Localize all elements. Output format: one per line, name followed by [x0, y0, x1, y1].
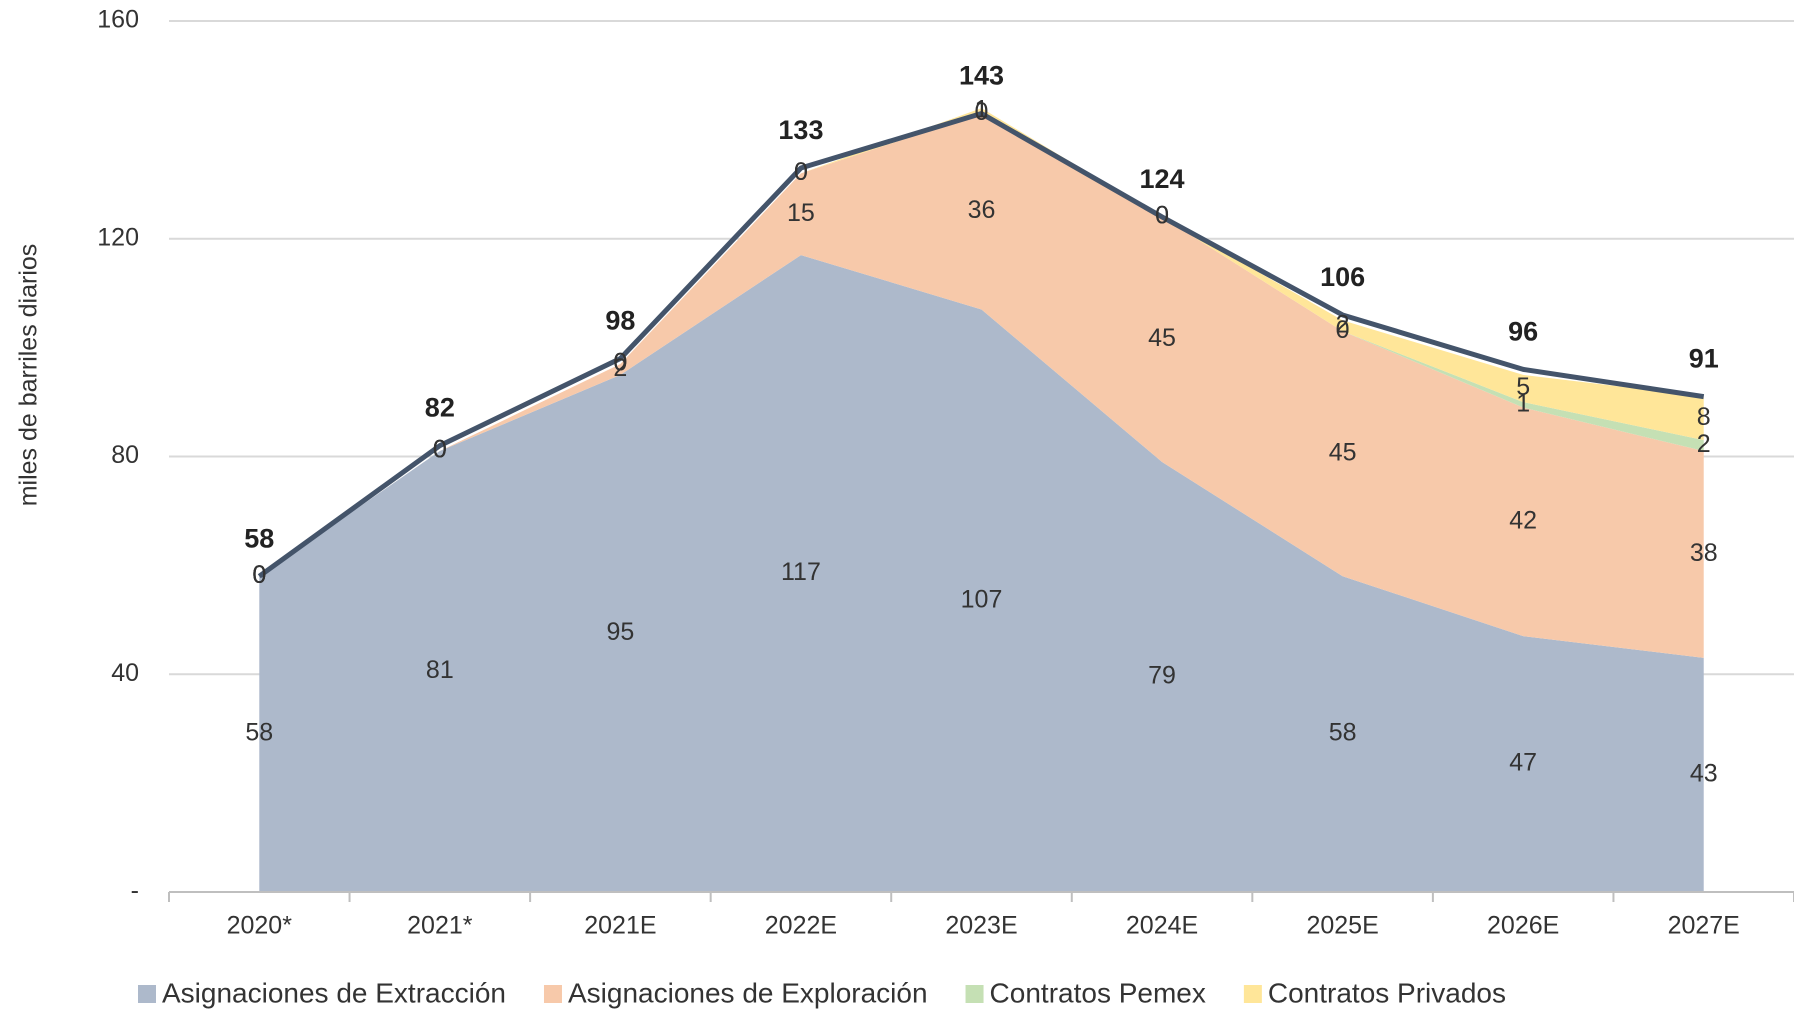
total-label: 82	[425, 393, 455, 423]
x-tick-label: 2025E	[1306, 912, 1378, 940]
data-label: 0	[433, 436, 447, 464]
area	[259, 255, 1704, 893]
data-label: 36	[968, 196, 996, 224]
legend-swatch	[138, 985, 156, 1003]
total-label: 58	[244, 523, 274, 553]
y-tick-label: 160	[97, 6, 139, 34]
total-label: 96	[1508, 317, 1538, 347]
x-tick-label: 2021E	[584, 912, 656, 940]
y-tick-label: 80	[111, 441, 139, 469]
data-label: 45	[1329, 438, 1357, 466]
legend-label: Contratos Privados	[1268, 977, 1506, 1008]
data-label: 47	[1509, 749, 1537, 777]
data-label: 15	[787, 199, 815, 227]
x-tick-label: 2026E	[1487, 912, 1559, 940]
y-tick-label: 40	[111, 659, 139, 687]
data-label: 38	[1690, 539, 1718, 567]
data-label: 0	[613, 349, 627, 377]
data-label: 0	[252, 561, 266, 589]
data-label: 0	[1155, 202, 1169, 230]
total-label: 124	[1140, 164, 1185, 194]
data-label: 1	[1516, 389, 1530, 417]
data-label: 0	[433, 436, 447, 464]
x-tick-label: 2027E	[1668, 912, 1740, 940]
area	[259, 113, 1704, 658]
legend-label: Asignaciones de Extracción	[162, 977, 506, 1008]
data-label: 2	[1697, 430, 1711, 458]
total-line	[257, 111, 1705, 579]
data-label: 58	[245, 719, 273, 747]
legend-label: Asignaciones de Exploración	[568, 977, 928, 1008]
y-axis-label: miles de barriles diarios	[15, 244, 43, 507]
legend-swatch	[1243, 985, 1262, 1003]
data-label: 0	[794, 158, 808, 186]
legend-swatch	[543, 985, 562, 1003]
total-label: 143	[959, 61, 1004, 91]
y-tick-label: -	[131, 877, 139, 905]
data-label: 0	[252, 561, 266, 589]
data-label: 0	[794, 158, 808, 186]
data-label: 0	[252, 561, 266, 589]
total-label: 106	[1320, 262, 1365, 292]
x-tick-label: 2020*	[227, 912, 293, 940]
data-label: 2	[1336, 310, 1350, 338]
total-label: 91	[1689, 344, 1719, 374]
data-label: 8	[1697, 403, 1711, 431]
data-label: 42	[1509, 506, 1537, 534]
data-label: 43	[1690, 760, 1718, 788]
data-label: 0	[1155, 202, 1169, 230]
data-label: 1	[975, 95, 989, 123]
data-label: 0	[613, 349, 627, 377]
legend-label: Contratos Pemex	[990, 977, 1206, 1008]
data-label: 0	[433, 436, 447, 464]
x-tick-label: 2024E	[1126, 912, 1198, 940]
data-label: 95	[606, 618, 634, 646]
data-label: 79	[1148, 662, 1176, 690]
data-label: 81	[426, 656, 454, 684]
data-label: 58	[1329, 719, 1357, 747]
total-label: 98	[605, 306, 635, 336]
data-label: 0	[975, 98, 989, 126]
x-tick-label: 2022E	[765, 912, 837, 940]
x-tick-label: 2021*	[407, 912, 473, 940]
data-label: 2	[613, 354, 627, 382]
data-label: 117	[781, 558, 821, 586]
data-label: 107	[961, 585, 1003, 613]
data-label: 45	[1148, 324, 1176, 352]
area	[259, 108, 1704, 577]
data-label: 5	[1516, 373, 1530, 401]
data-label: 0	[1336, 316, 1350, 344]
x-tick-label: 2023E	[945, 912, 1017, 940]
y-tick-label: 120	[97, 223, 139, 251]
total-label: 133	[778, 115, 823, 145]
legend-swatch	[965, 985, 984, 1003]
